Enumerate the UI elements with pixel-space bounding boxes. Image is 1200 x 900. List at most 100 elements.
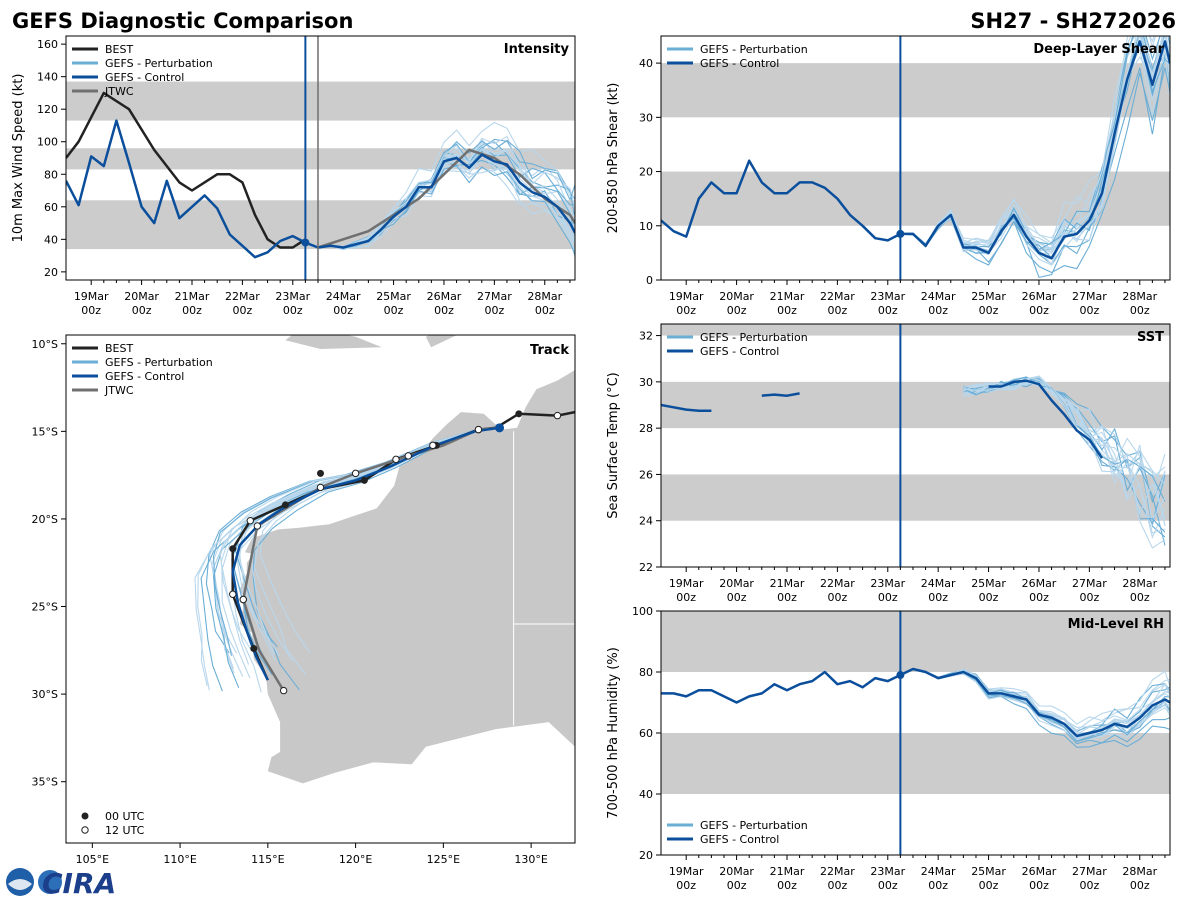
x-tick-label: 00z bbox=[928, 304, 948, 317]
plot-frame bbox=[660, 35, 1171, 281]
x-tick-label: 00z bbox=[827, 591, 847, 604]
y-tick-label: 100 bbox=[37, 136, 58, 149]
x-tick-label: 22Mar bbox=[820, 577, 855, 590]
panel-track: 105°E 110°E 115°E 120°E 125°E 130°E 10°S 15°S 20… bbox=[32, 334, 576, 866]
legend-12utc-marker bbox=[81, 826, 89, 834]
legend-label: 00 UTC bbox=[105, 810, 145, 823]
perturbation-member-line bbox=[900, 668, 1170, 740]
x-tick-label: 21Mar bbox=[175, 290, 210, 303]
x-tick-label: 00z bbox=[1029, 591, 1049, 604]
x-tick-label: 00z bbox=[1079, 304, 1099, 317]
control-forecast-line bbox=[661, 40, 1170, 260]
y-tick-label: 100 bbox=[632, 605, 653, 618]
best-12utc-marker bbox=[246, 516, 254, 525]
y-tick-label: 20°S bbox=[32, 513, 58, 526]
x-tick-label: 00z bbox=[1130, 304, 1150, 317]
legend-label: GEFS - Perturbation bbox=[105, 57, 213, 70]
best-00utc-marker bbox=[250, 645, 258, 653]
legend-label: GEFS - Perturbation bbox=[700, 819, 808, 832]
panel-intensity: 2040608010012014016019Mar00z20Mar00z21Ma… bbox=[11, 35, 576, 317]
legend-label: GEFS - Control bbox=[105, 71, 184, 84]
x-tick-label: 25Mar bbox=[971, 577, 1006, 590]
x-tick-label: 27Mar bbox=[1072, 577, 1107, 590]
x-tick-label: 20Mar bbox=[124, 290, 159, 303]
y-tick-label: 40 bbox=[44, 233, 58, 246]
category-band bbox=[661, 611, 1170, 672]
x-tick-label: 00z bbox=[827, 879, 847, 892]
x-tick-label: 19Mar bbox=[669, 290, 704, 303]
panel-title: Mid-Level RH bbox=[1068, 617, 1164, 632]
panel-title: Deep-Layer Shear bbox=[1033, 42, 1164, 57]
panel-sst: 22242628303219Mar00z20Mar00z21Mar00z22Ma… bbox=[606, 323, 1171, 604]
x-tick-label: 00z bbox=[878, 879, 898, 892]
cira-logo-text: CIRA bbox=[42, 867, 116, 900]
island-landmass bbox=[425, 335, 458, 348]
jtwc-marker bbox=[316, 483, 325, 492]
legend-label: BEST bbox=[105, 342, 133, 355]
x-tick-label: 105°E bbox=[76, 853, 109, 866]
x-tick-label: 21Mar bbox=[770, 290, 805, 303]
x-tick-label: 115°E bbox=[251, 853, 284, 866]
x-tick-label: 130°E bbox=[514, 853, 547, 866]
y-tick-label: 120 bbox=[37, 103, 58, 116]
legend-label: 12 UTC bbox=[105, 824, 145, 837]
plot-area bbox=[661, 324, 1170, 567]
x-tick-label: 25Mar bbox=[971, 865, 1006, 878]
x-tick-label: 20Mar bbox=[719, 865, 754, 878]
x-tick-label: 23Mar bbox=[870, 290, 905, 303]
plot-frame bbox=[65, 35, 576, 281]
best-12utc-marker bbox=[229, 590, 237, 598]
jtwc-marker bbox=[239, 595, 247, 604]
x-tick-label: 22Mar bbox=[225, 290, 260, 303]
x-tick-label: 24Mar bbox=[326, 290, 361, 303]
x-tick-label: 00z bbox=[727, 591, 747, 604]
category-band bbox=[661, 324, 1170, 336]
x-tick-label: 00z bbox=[777, 304, 797, 317]
x-tick-label: 00z bbox=[333, 304, 353, 317]
category-band bbox=[661, 474, 1170, 521]
legend-label: GEFS - Control bbox=[700, 345, 779, 358]
x-tick-label: 28Mar bbox=[527, 290, 562, 303]
x-tick-label: 26Mar bbox=[1022, 290, 1057, 303]
y-tick-label: 26 bbox=[639, 468, 653, 481]
y-tick-label: 24 bbox=[639, 515, 653, 528]
y-tick-label: 40 bbox=[639, 57, 653, 70]
y-tick-label: 30°S bbox=[32, 688, 58, 701]
x-tick-label: 26Mar bbox=[1022, 577, 1057, 590]
x-tick-label: 00z bbox=[1130, 591, 1150, 604]
x-tick-label: 21Mar bbox=[770, 865, 805, 878]
best-00utc-marker bbox=[317, 469, 324, 477]
jtwc-marker bbox=[279, 686, 288, 695]
y-tick-label: 160 bbox=[37, 38, 58, 51]
x-tick-label: 00z bbox=[979, 879, 999, 892]
y-tick-label: 30 bbox=[639, 111, 653, 124]
category-band bbox=[66, 200, 575, 250]
best-12utc-marker bbox=[553, 411, 562, 420]
perturbation-member-line bbox=[900, 36, 1170, 249]
best-12utc-marker bbox=[392, 455, 400, 464]
x-tick-label: 24Mar bbox=[921, 577, 956, 590]
x-tick-label: 25Mar bbox=[376, 290, 411, 303]
x-tick-label: 00z bbox=[182, 304, 202, 317]
perturbation-track-line bbox=[219, 427, 500, 652]
y-tick-label: 32 bbox=[639, 330, 653, 343]
x-tick-label: 20Mar bbox=[719, 290, 754, 303]
control-forecast-line bbox=[661, 403, 712, 413]
x-tick-label: 00z bbox=[979, 304, 999, 317]
x-tick-label: 00z bbox=[81, 304, 101, 317]
y-tick-label: 22 bbox=[639, 561, 653, 574]
y-tick-label: 10°S bbox=[32, 338, 58, 351]
x-tick-label: 00z bbox=[727, 879, 747, 892]
control-track-line bbox=[231, 426, 500, 681]
jtwc-marker bbox=[253, 522, 262, 530]
category-band bbox=[66, 81, 575, 121]
x-tick-label: 00z bbox=[676, 879, 696, 892]
x-tick-label: 00z bbox=[676, 304, 696, 317]
x-tick-label: 00z bbox=[132, 304, 152, 317]
x-tick-label: 00z bbox=[535, 304, 555, 317]
panel-shear: 01020304019Mar00z20Mar00z21Mar00z22Mar00… bbox=[606, 35, 1171, 317]
y-tick-label: 40 bbox=[639, 788, 653, 801]
perturbation-member-line bbox=[900, 36, 1155, 245]
y-tick-label: 35°S bbox=[32, 776, 58, 789]
x-tick-label: 00z bbox=[777, 591, 797, 604]
